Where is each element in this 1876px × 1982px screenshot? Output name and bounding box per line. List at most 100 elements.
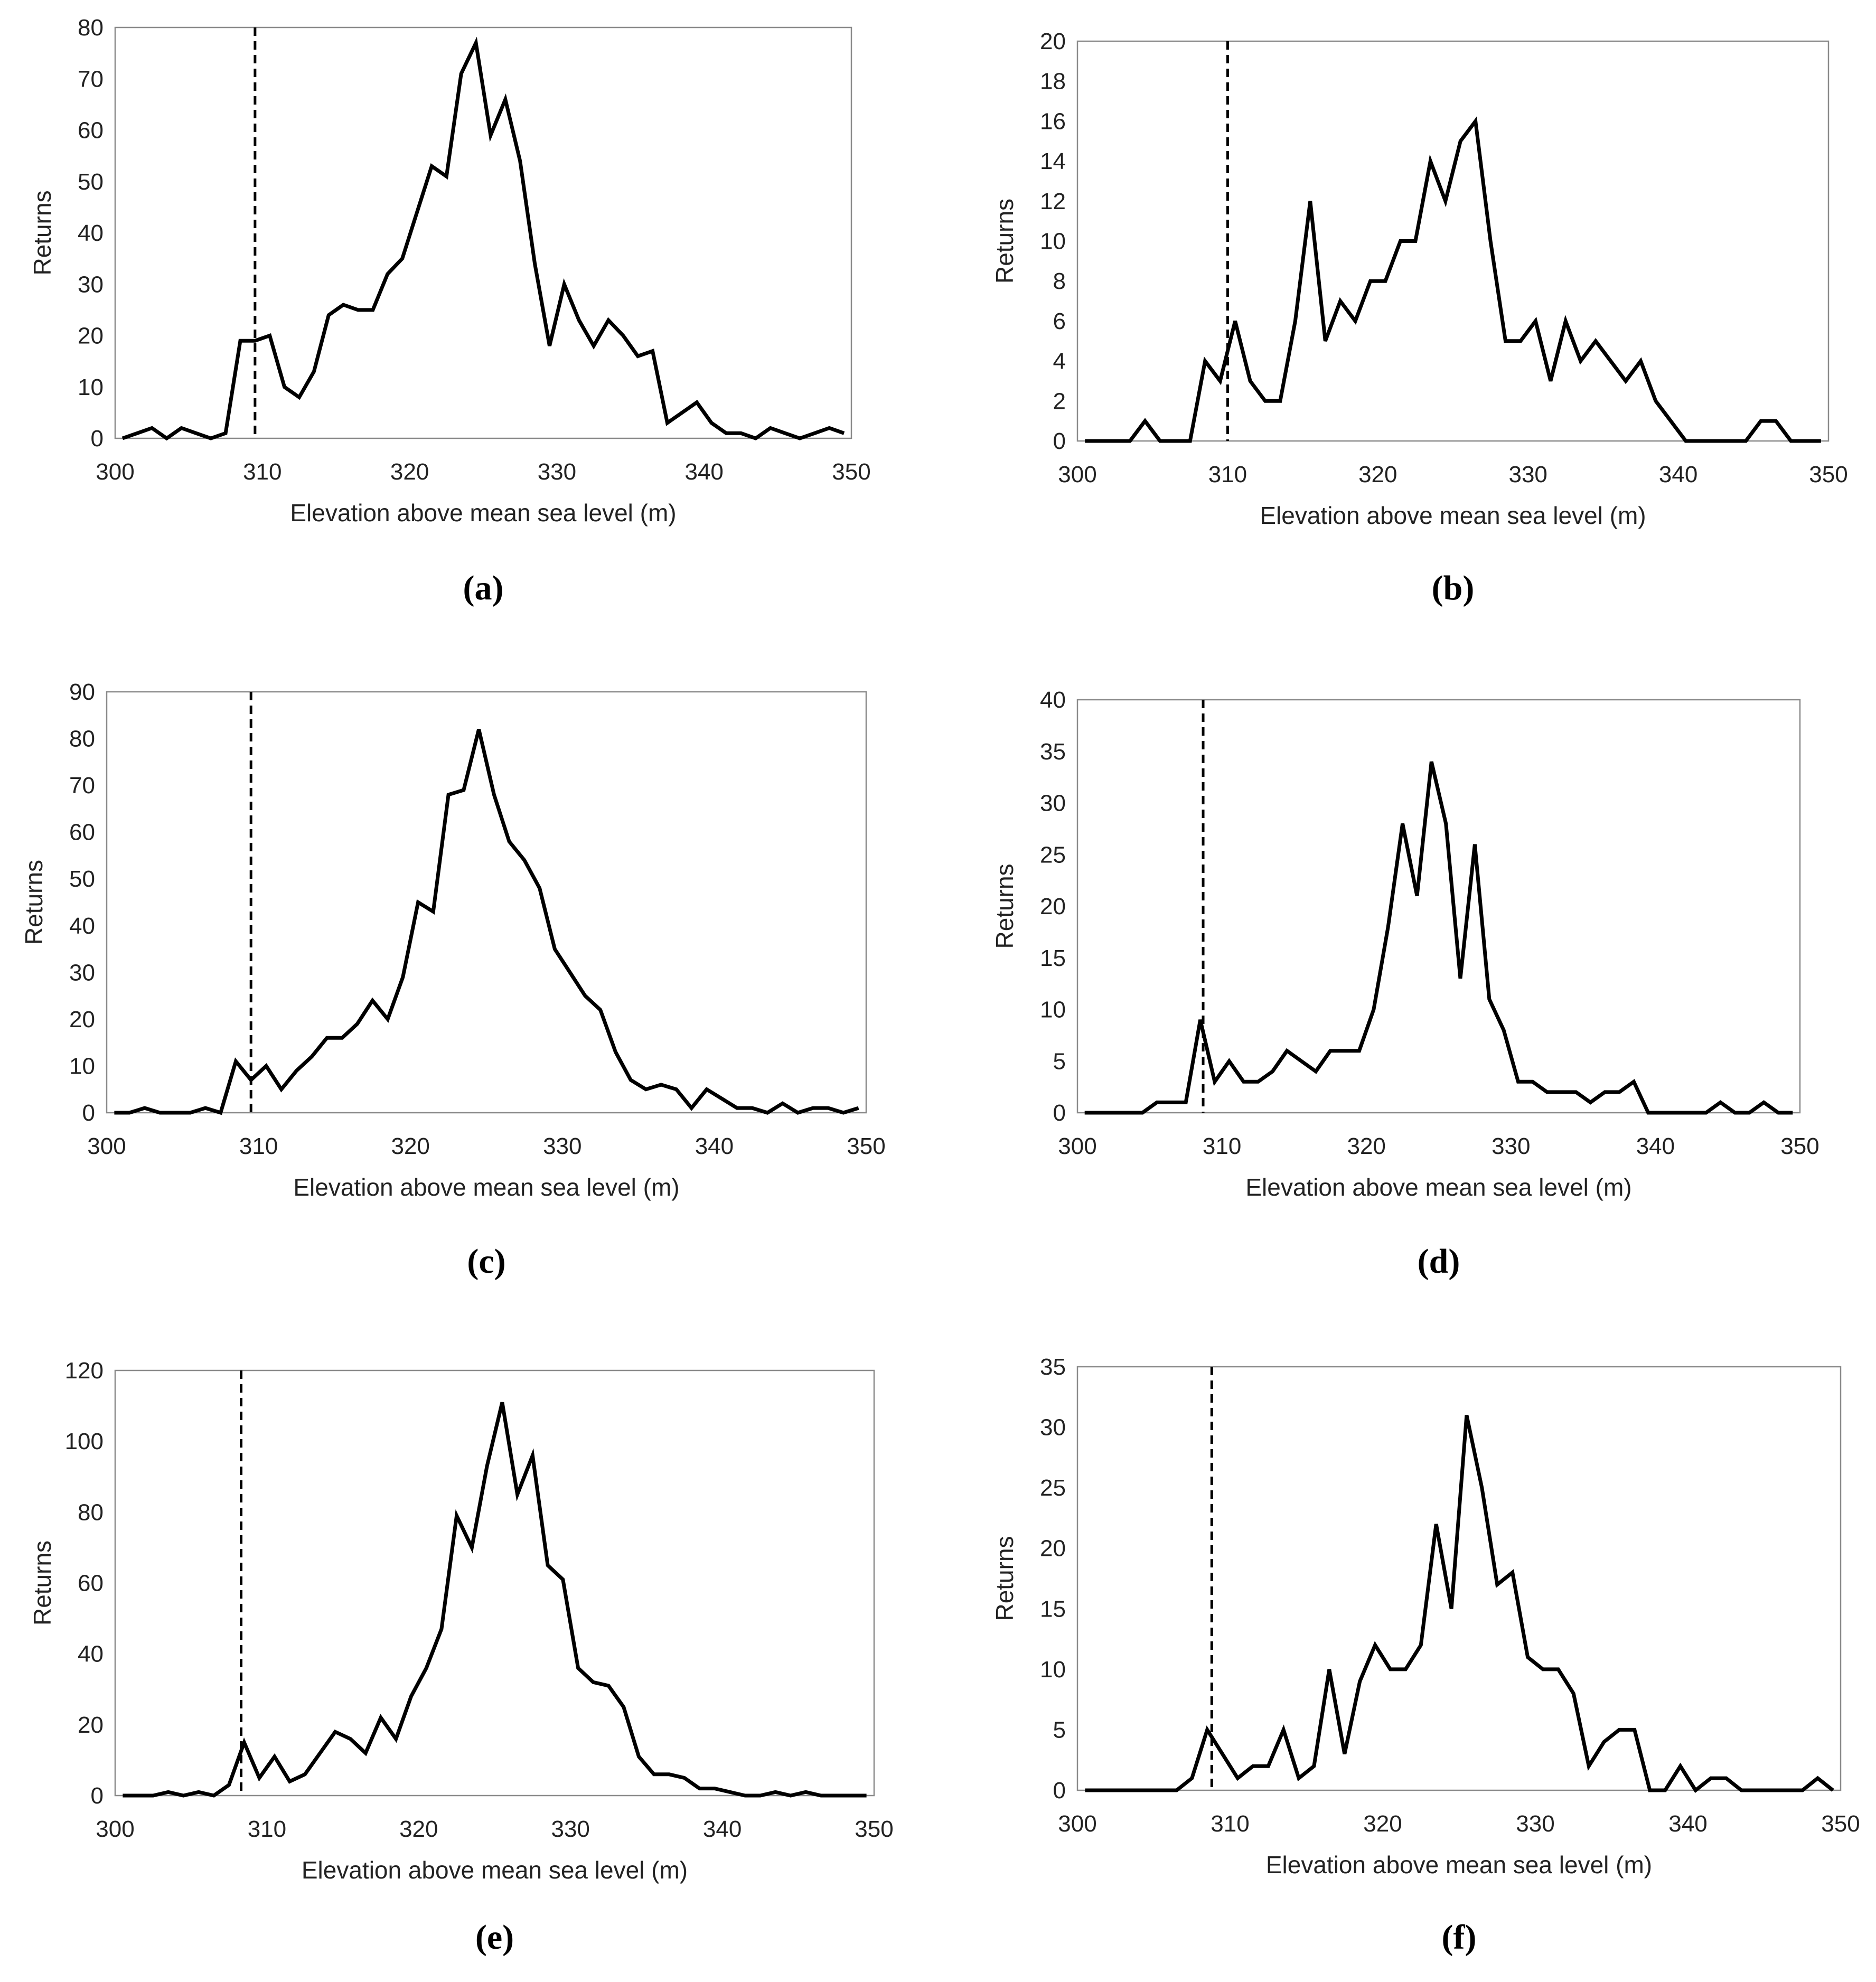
x-tick-label: 310 <box>248 1816 286 1842</box>
chart-panel-6: 0 5 10 15 20 25 30 35 300 310 320 330 340 350 Elevatio… <box>991 1354 1860 1957</box>
y-tick-label: 14 <box>1040 148 1066 174</box>
y-tick-label: 20 <box>78 323 104 349</box>
y-tick-label: 80 <box>78 15 104 41</box>
x-tick-label: 350 <box>855 1816 893 1842</box>
y-tick-label: 15 <box>1040 945 1066 971</box>
y-tick-label: 6 <box>1053 308 1066 334</box>
y-tick-label: 18 <box>1040 69 1066 95</box>
x-tick-label: 300 <box>1058 1133 1096 1159</box>
y-axis-title: Returns <box>991 863 1018 948</box>
y-tick-label: 5 <box>1053 1717 1066 1743</box>
plot-area <box>106 691 867 1114</box>
y-tick-label: 40 <box>78 1641 104 1667</box>
y-tick-label: 16 <box>1040 108 1066 134</box>
chart-panel-3: 0 10 20 30 40 50 60 70 80 90 300 310 320 330 340 350 Ele… <box>20 679 886 1281</box>
x-tick-label: 330 <box>1516 1811 1554 1837</box>
x-tick-label: 340 <box>1668 1811 1707 1837</box>
y-tick-label: 120 <box>65 1358 104 1384</box>
y-tick-label: 50 <box>78 169 104 195</box>
x-tick-label: 340 <box>1636 1133 1675 1159</box>
x-tick-label: 300 <box>96 459 134 485</box>
x-tick-label: 300 <box>87 1133 126 1159</box>
y-tick-label: 25 <box>1040 842 1066 868</box>
y-tick-label: 30 <box>69 960 95 985</box>
returns-series-line <box>114 728 859 1115</box>
y-tick-label: 20 <box>78 1712 104 1738</box>
y-tick-label: 0 <box>1053 1778 1066 1803</box>
x-tick-label: 320 <box>1347 1133 1385 1159</box>
returns-series-line <box>1085 1414 1834 1793</box>
panel-label: (b) <box>1432 569 1475 607</box>
x-axis-title: Elevation above mean sea level (m) <box>1266 1851 1652 1878</box>
returns-series-line <box>1085 116 1821 443</box>
chart-panel-2: 0 2 4 6 8 10 12 14 16 18 20 300 310 320 330 340 350 Eleva… <box>991 29 1848 607</box>
x-tick-label: 310 <box>1208 462 1247 487</box>
y-tick-label: 40 <box>78 220 104 246</box>
x-tick-label: 320 <box>391 1133 429 1159</box>
x-tick-label: 330 <box>1492 1133 1530 1159</box>
y-tick-label: 4 <box>1053 349 1066 374</box>
x-tick-label: 320 <box>399 1816 438 1842</box>
x-axis-title: Elevation above mean sea level (m) <box>290 499 676 527</box>
y-tick-label: 0 <box>1053 1100 1066 1126</box>
y-tick-label: 35 <box>1040 1354 1066 1380</box>
x-tick-label: 340 <box>703 1816 742 1842</box>
x-tick-label: 300 <box>1058 1811 1096 1837</box>
y-tick-label: 70 <box>78 66 104 92</box>
y-tick-label: 2 <box>1053 388 1066 414</box>
y-tick-label: 5 <box>1053 1048 1066 1074</box>
x-axis-title: Elevation above mean sea level (m) <box>302 1856 688 1884</box>
y-tick-label: 20 <box>69 1007 95 1032</box>
y-axis-title: Returns <box>29 1540 56 1626</box>
panel-label: (d) <box>1418 1242 1460 1281</box>
y-tick-label: 0 <box>1053 428 1066 454</box>
x-axis-title: Elevation above mean sea level (m) <box>1245 1173 1631 1201</box>
y-tick-label: 20 <box>1040 894 1066 919</box>
x-tick-label: 330 <box>1508 462 1547 487</box>
y-tick-label: 10 <box>69 1053 95 1079</box>
x-tick-label: 330 <box>538 459 576 485</box>
x-axis-title: Elevation above mean sea level (m) <box>293 1173 679 1201</box>
y-axis-title: Returns <box>991 1536 1018 1621</box>
x-tick-label: 350 <box>1821 1811 1860 1837</box>
y-tick-label: 40 <box>69 913 95 939</box>
y-tick-label: 30 <box>78 271 104 297</box>
y-tick-label: 10 <box>1040 229 1066 255</box>
x-tick-label: 330 <box>551 1816 589 1842</box>
y-axis-title: Returns <box>991 199 1018 284</box>
panel-label: (a) <box>463 569 504 607</box>
y-tick-label: 100 <box>65 1429 104 1454</box>
panel-label: (e) <box>475 1918 514 1957</box>
x-tick-label: 310 <box>1203 1133 1241 1159</box>
plot-area <box>114 26 852 439</box>
x-tick-label: 330 <box>543 1133 581 1159</box>
x-tick-label: 310 <box>239 1133 278 1159</box>
y-tick-label: 80 <box>69 726 95 752</box>
x-tick-label: 300 <box>1058 462 1096 487</box>
x-tick-label: 320 <box>1363 1811 1402 1837</box>
panel-label: (f) <box>1442 1918 1477 1957</box>
x-tick-label: 310 <box>1211 1811 1249 1837</box>
y-tick-label: 80 <box>78 1499 104 1525</box>
x-tick-label: 310 <box>243 459 282 485</box>
y-tick-label: 40 <box>1040 687 1066 713</box>
y-tick-label: 10 <box>1040 1657 1066 1683</box>
returns-series-line <box>123 1402 867 1798</box>
x-tick-label: 350 <box>847 1133 885 1159</box>
x-tick-label: 340 <box>695 1133 734 1159</box>
x-axis-title: Elevation above mean sea level (m) <box>1260 502 1646 529</box>
y-tick-label: 35 <box>1040 739 1066 765</box>
chart-panel-5: 0 20 40 60 80 100 120 300 310 320 330 340 350 Elevati… <box>29 1358 894 1957</box>
x-tick-label: 320 <box>1358 462 1397 487</box>
plot-area <box>1076 1366 1842 1791</box>
y-tick-label: 60 <box>78 118 104 144</box>
y-tick-label: 25 <box>1040 1475 1066 1501</box>
y-axis-title: Returns <box>29 190 56 275</box>
plot-area <box>114 1369 875 1797</box>
returns-series-line <box>121 36 845 441</box>
x-tick-label: 320 <box>390 459 429 485</box>
y-tick-label: 0 <box>91 1783 104 1809</box>
chart-panel-1: 0 10 20 30 40 50 60 70 80 300 310 320 330 340 350 Eleva… <box>29 15 871 607</box>
y-tick-label: 90 <box>69 679 95 705</box>
